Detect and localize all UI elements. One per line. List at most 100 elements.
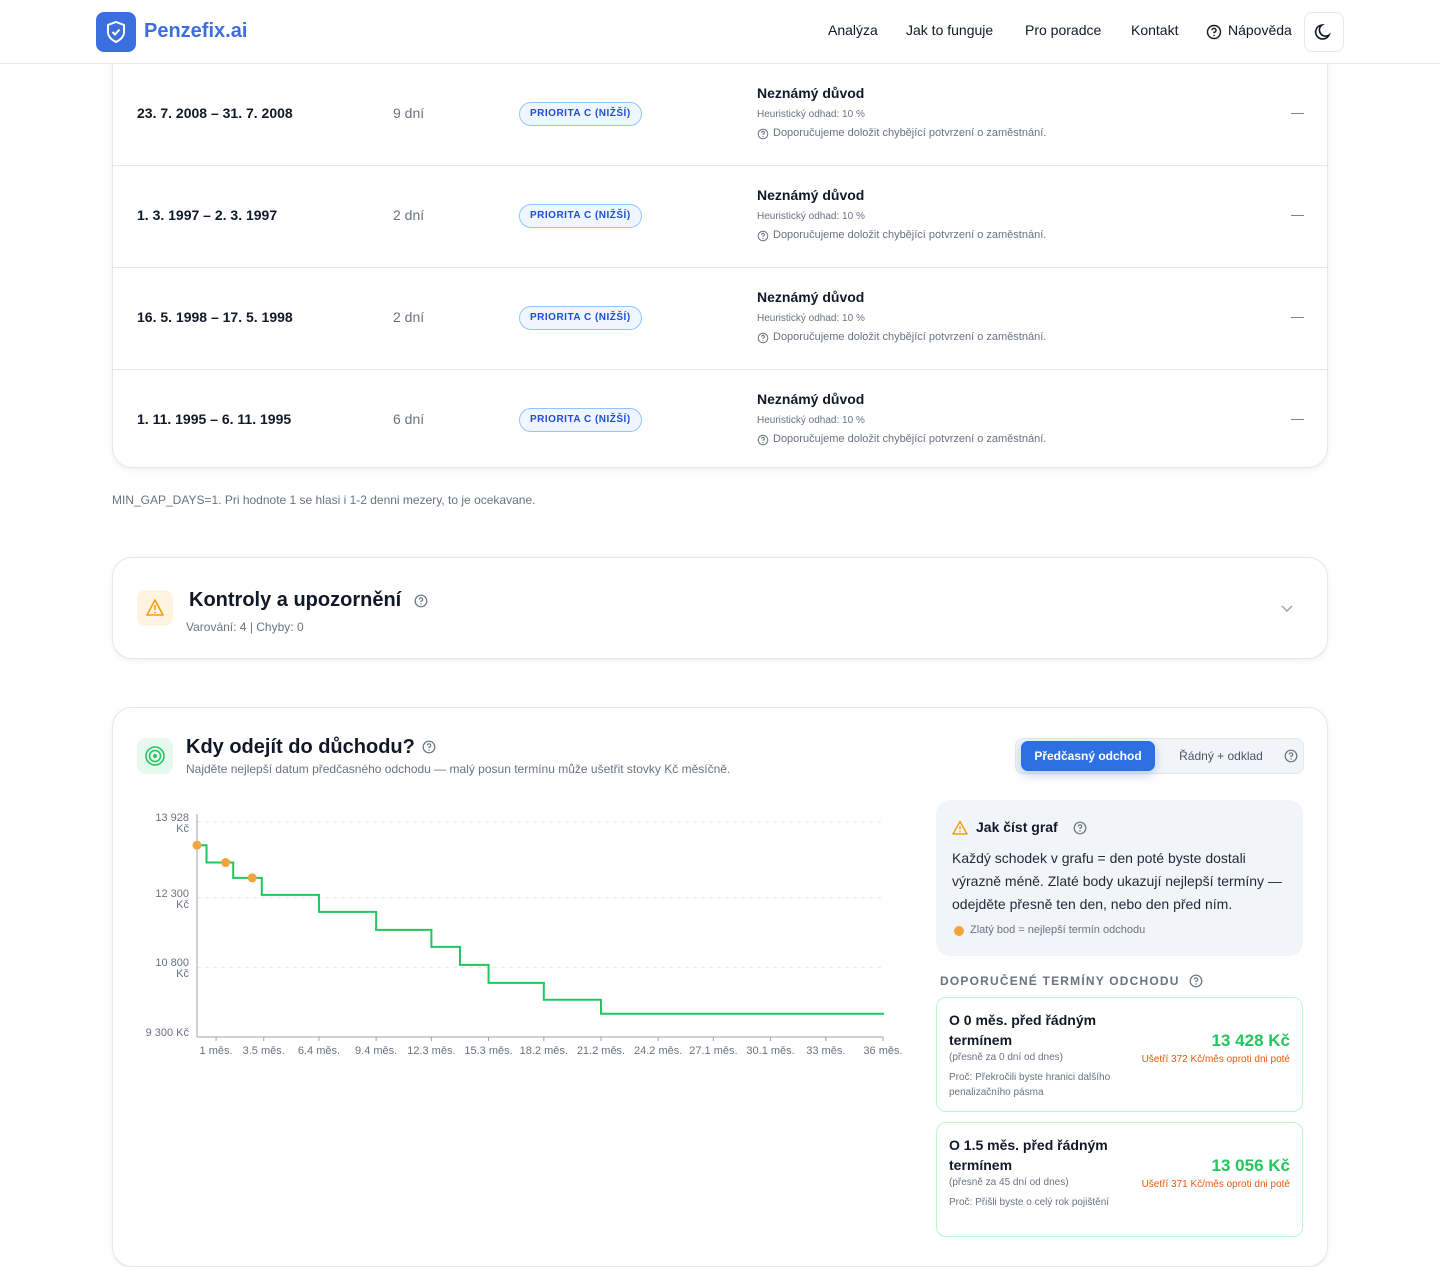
estimate: Heuristický odhad: 10 % xyxy=(757,415,865,426)
shield-icon xyxy=(107,20,125,44)
period: 23. 7. 2008 – 31. 7. 2008 xyxy=(137,105,293,121)
period: 16. 5. 1998 – 17. 5. 1998 xyxy=(137,309,293,325)
gap-row: 16. 5. 1998 – 17. 5. 1998 2 dní PRIORITA… xyxy=(113,267,1327,369)
y-tick-label: 12 300 Kč xyxy=(155,887,189,911)
recommendation-card[interactable]: O 1.5 měs. před řádným termínem (přesně … xyxy=(936,1122,1303,1237)
gaps-table: 23. 7. 2008 – 31. 7. 2008 9 dní PRIORITA… xyxy=(112,0,1328,468)
y-tick-label: 10 800 Kč xyxy=(155,957,189,981)
x-tick-label: 24.2 měs. xyxy=(634,1045,682,1057)
chart-area: 1 měs. 3.5 měs. 6.4 měs. 9.4 měs. 12.3 měs. 1… xyxy=(140,800,920,1070)
priority-badge: PRIORITA C (NIŽŠÍ) xyxy=(519,102,642,126)
recommendation-amount: 13 056 Kč xyxy=(1211,1156,1290,1175)
advice: Doporučujeme doložit chybějící potvrzení… xyxy=(773,433,1047,445)
warning-icon xyxy=(952,820,968,835)
help-icon xyxy=(757,230,769,242)
x-tick-label: 12.3 měs. xyxy=(407,1045,455,1057)
recommendation-exact: (přesně za 0 dní od dnes) xyxy=(949,1052,1063,1063)
help-icon xyxy=(1206,24,1222,40)
advice: Doporučujeme doložit chybějící potvrzení… xyxy=(773,331,1047,343)
best-point xyxy=(192,840,202,850)
theme-toggle[interactable] xyxy=(1304,12,1344,52)
x-tick-label: 36 měs. xyxy=(863,1045,902,1057)
nav-link[interactable]: Analýza xyxy=(828,22,878,38)
advice: Doporučujeme doložit chybějící potvrzení… xyxy=(773,229,1047,241)
x-tick-label: 3.5 měs. xyxy=(243,1045,285,1057)
nav-link[interactable]: Kontakt xyxy=(1131,22,1179,38)
help-icon[interactable] xyxy=(1073,821,1087,835)
priority-badge: PRIORITA C (NIŽŠÍ) xyxy=(519,306,642,330)
note: MIN_GAP_DAYS=1. Pri hodnote 1 se hlasi i… xyxy=(112,493,536,507)
x-tick-label: 15.3 měs. xyxy=(464,1045,512,1057)
retirement-title: Kdy odejít do důchodu? xyxy=(186,736,415,758)
x-tick-label: 6.4 měs. xyxy=(298,1045,340,1057)
mode-button[interactable]: Řádný + odklad xyxy=(1179,749,1263,763)
action: — xyxy=(1291,411,1304,426)
x-tick-label: 33 měs. xyxy=(806,1045,845,1057)
mode-toggle: Předčasný odchod Řádný + odklad xyxy=(1015,738,1304,774)
guide-text: Každý schodek v grafu = den poté byste d… xyxy=(952,850,1282,912)
days: 2 dní xyxy=(393,207,425,223)
chart: 1 měs. 3.5 měs. 6.4 měs. 9.4 měs. 12.3 měs. 1… xyxy=(192,814,903,1057)
guide-legend: Zlatý bod = nejlepší termín odchodu xyxy=(970,924,1146,936)
help-icon xyxy=(757,434,769,446)
x-tick-label: 27.1 měs. xyxy=(689,1045,737,1057)
x-tick-label: 18.2 měs. xyxy=(520,1045,568,1057)
help-icon xyxy=(757,332,769,344)
checks-title: Kontroly a upozornění xyxy=(189,589,402,611)
help-icon[interactable] xyxy=(414,594,428,608)
logo-icon[interactable] xyxy=(96,12,136,52)
days: 9 dní xyxy=(393,105,425,121)
nav-link[interactable]: Jak to funguje xyxy=(906,22,994,38)
best-point xyxy=(247,873,257,883)
gap-row: 1. 3. 1997 – 2. 3. 1997 2 dní PRIORITA C… xyxy=(113,165,1327,267)
help-icon[interactable] xyxy=(422,740,436,754)
row-separator xyxy=(113,267,1327,268)
mode-button-active[interactable]: Předčasný odchod xyxy=(1021,741,1155,771)
help-icon[interactable] xyxy=(1189,974,1203,988)
priority-badge: PRIORITA C (NIŽŠÍ) xyxy=(519,408,642,432)
recommendation-amount: 13 428 Kč xyxy=(1211,1031,1290,1050)
action: — xyxy=(1291,207,1304,222)
recommendation-saving: Ušetří 372 Kč/měs oproti dni poté xyxy=(1141,1054,1290,1065)
recommendation-title: O 0 měs. před řádným termínem xyxy=(949,1012,1097,1048)
estimate: Heuristický odhad: 10 % xyxy=(757,109,865,120)
reason: Neznámý důvod xyxy=(757,289,865,305)
guide-box: Jak číst graf Každý schodek v grafu = de… xyxy=(936,800,1303,956)
recommendation-reason: Proč: Přišli byste o celý rok pojištění xyxy=(949,1197,1110,1208)
reason: Neznámý důvod xyxy=(757,187,865,203)
help-icon xyxy=(757,128,769,140)
period: 1. 11. 1995 – 6. 11. 1995 xyxy=(137,411,292,427)
gap-row: 23. 7. 2008 – 31. 7. 2008 9 dní PRIORITA… xyxy=(113,63,1327,165)
help-icon[interactable] xyxy=(1284,749,1298,763)
recommendation-card[interactable]: O 0 měs. před řádným termínem (přesně za… xyxy=(936,997,1303,1112)
warning-icon xyxy=(146,599,164,616)
nav-link[interactable]: Nápověda xyxy=(1228,22,1292,38)
chevron-icon[interactable] xyxy=(1279,600,1295,616)
estimate: Heuristický odhad: 10 % xyxy=(757,211,865,222)
reason: Neznámý důvod xyxy=(757,85,865,101)
recommendation-title: O 1.5 měs. před řádným termínem xyxy=(949,1137,1108,1173)
gap-row: 1. 11. 1995 – 6. 11. 1995 6 dní PRIORITA… xyxy=(113,369,1327,471)
advice: Doporučujeme doložit chybějící potvrzení… xyxy=(773,127,1047,139)
days: 2 dní xyxy=(393,309,425,325)
moon-icon xyxy=(1314,23,1332,40)
nav-link[interactable]: Pro poradce xyxy=(1025,22,1102,38)
row-separator xyxy=(113,165,1327,166)
checks-summary: Varování: 4 | Chyby: 0 xyxy=(186,620,304,634)
recommendations-title: DOPORUČENÉ TERMÍNY ODCHODU xyxy=(940,974,1180,988)
target-icon xyxy=(145,746,165,766)
estimate: Heuristický odhad: 10 % xyxy=(757,313,865,324)
guide-title: Jak číst graf xyxy=(976,819,1058,835)
recommendation-reason: Proč: Překročili byste hranici dalšího p… xyxy=(949,1072,1111,1098)
priority-badge: PRIORITA C (NIŽŠÍ) xyxy=(519,204,642,228)
x-tick-label: 9.4 měs. xyxy=(355,1045,397,1057)
logo-text[interactable]: Penzefix.ai xyxy=(144,20,248,42)
days: 6 dní xyxy=(393,411,425,427)
action: — xyxy=(1291,105,1304,120)
checks-card[interactable]: Kontroly a upozornění Varování: 4 | Chyb… xyxy=(112,557,1328,659)
header: Penzefix.ai Analýza Jak to funguje Pro p… xyxy=(0,0,1440,64)
x-tick-label: 1 měs. xyxy=(200,1045,233,1057)
